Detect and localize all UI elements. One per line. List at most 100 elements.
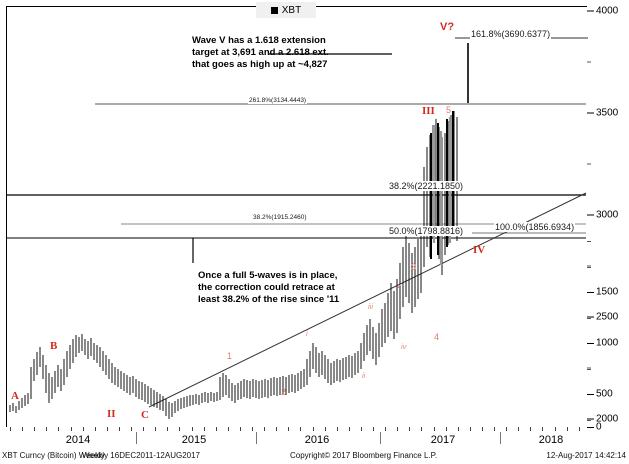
x-tick-2015: 2015 (181, 434, 207, 446)
annotation-wave-v-line1: Wave V has a 1.618 extension (192, 35, 326, 46)
x-minor-tick (276, 427, 278, 431)
x-minor-tick (300, 427, 302, 431)
x-minor-tick (421, 427, 423, 431)
x-minor-tick (239, 427, 241, 431)
y-tick-mark-2000 (587, 418, 594, 420)
wave-label-B: B (50, 340, 58, 352)
x-minor-tick (94, 427, 96, 431)
y-tick-mark-500 (587, 394, 594, 395)
x-minor-tick (409, 427, 411, 431)
x-minor-tick (191, 427, 193, 431)
x-minor-tick (34, 427, 36, 431)
x-minor-tick (252, 427, 253, 431)
y-tick-mark-1500 (587, 292, 594, 293)
x-tick-2017: 2017 (430, 434, 456, 446)
y-tick-3000: 3000 (596, 209, 619, 221)
x-minor-tick (397, 427, 399, 431)
x-separator-2 (256, 432, 257, 444)
y-tick-mark-3000 (587, 214, 594, 216)
y-tick-mark-3750 (587, 61, 591, 63)
x-minor-tick (518, 427, 520, 431)
x-minor-tick (566, 427, 568, 431)
wave-label-ii: ii (362, 371, 366, 380)
wave-label-5: 5 (446, 105, 452, 115)
x-separator-1 (136, 432, 137, 444)
wave-label-V: V? (440, 21, 455, 33)
y-tick-mark-750 (587, 369, 591, 370)
annotation-retracement: Once a full 5-waves is in place, the cor… (198, 270, 339, 306)
x-minor-tick (312, 427, 314, 431)
x-minor-tick (58, 427, 60, 431)
x-minor-tick (385, 427, 387, 431)
y-axis-lower[interactable]: 1500 1000 500 0 (587, 0, 629, 464)
x-minor-tick (360, 427, 362, 431)
x-minor-tick (494, 427, 495, 431)
x-minor-tick (227, 427, 229, 431)
y-tick-mark-250 (587, 420, 591, 421)
y-axis[interactable]: 4000 3500 3000 2500 2000 (587, 0, 629, 430)
x-tick-2018: 2018 (538, 434, 564, 446)
wave-label-v: v (397, 281, 401, 290)
x-minor-tick (457, 427, 459, 431)
wave-label-4: 4 (434, 332, 440, 342)
wave-label-C: C (141, 409, 149, 421)
x-minor-tick (10, 427, 11, 431)
fib-label-500: 50.0%(1798.8816) (388, 226, 465, 236)
x-minor-tick (215, 427, 217, 431)
status-copyright: Copyright© 2017 Bloomberg Finance L.P. (290, 451, 438, 460)
y-tick-500: 500 (596, 388, 613, 400)
x-minor-tick (70, 427, 72, 431)
annotation-wave-v-target: Wave V has a 1.618 extension target at 3… (192, 35, 329, 71)
status-security: XBT Curncy (Bitcoin) Weekly (2, 451, 105, 460)
x-minor-tick (106, 427, 108, 431)
x-minor-tick (445, 427, 447, 431)
x-minor-tick (203, 427, 205, 431)
y-tick-1000: 1000 (596, 337, 619, 349)
annotation-wave-v-line3: that goes as high up at ~4,827 (192, 59, 328, 70)
x-minor-tick (143, 427, 145, 431)
x-minor-tick (82, 427, 84, 431)
y-tick-mark-2500 (587, 316, 594, 318)
x-minor-tick (336, 427, 338, 431)
annotation-retracement-line1: Once a full 5-waves is in place, (198, 270, 338, 281)
y-tick-3500: 3500 (596, 107, 619, 119)
x-minor-tick (264, 427, 266, 431)
x-minor-tick (530, 427, 532, 431)
x-axis[interactable]: 2014 2015 2016 2017 2018 (6, 427, 587, 451)
y-tick-mark-1750 (587, 267, 591, 268)
x-tick-2014: 2014 (65, 434, 91, 446)
x-minor-tick (469, 427, 471, 431)
wave-label-II: II (107, 408, 116, 420)
y-tick-mark-2250 (587, 367, 591, 369)
x-minor-tick (481, 427, 483, 431)
wave-label-2: 2 (281, 387, 287, 397)
wave-label-IV: IV (473, 244, 486, 256)
status-range: Weekly 16DEC2011-12AUG2017 (82, 451, 200, 460)
wave-label-iii: iii (368, 302, 373, 311)
fib-label-382-high: 38.2%(2221.1850) (388, 181, 465, 191)
wave-label-3: 3 (411, 262, 417, 272)
x-minor-tick (578, 427, 580, 431)
annotation-wave-v-line2: target at 3,691 and a 2.618 ext. (192, 47, 329, 58)
y-tick-mark-3250 (587, 163, 591, 165)
y-tick-1500: 1500 (596, 286, 619, 298)
square-marker-icon (270, 6, 278, 14)
x-minor-tick (179, 427, 181, 431)
y-tick-mark-2250b (587, 241, 591, 242)
x-separator-4 (500, 432, 501, 444)
price-bars (9, 111, 458, 419)
x-minor-tick (373, 427, 374, 431)
y-tick-mark-1250 (587, 318, 591, 319)
wave-label-A: A (11, 390, 19, 402)
x-minor-tick (542, 427, 544, 431)
x-minor-tick (131, 427, 132, 431)
wave-label-III: III (422, 105, 435, 117)
y-tick-2000: 2000 (596, 413, 619, 425)
annotation-retracement-line3: least 38.2% of the rise since '11 (198, 294, 340, 305)
x-separator-3 (380, 432, 381, 444)
y-tick-2500: 2500 (596, 311, 619, 323)
x-minor-tick (118, 427, 120, 431)
y-tick-mark-2750 (587, 265, 591, 267)
x-minor-tick (348, 427, 350, 431)
x-minor-tick (506, 427, 508, 431)
